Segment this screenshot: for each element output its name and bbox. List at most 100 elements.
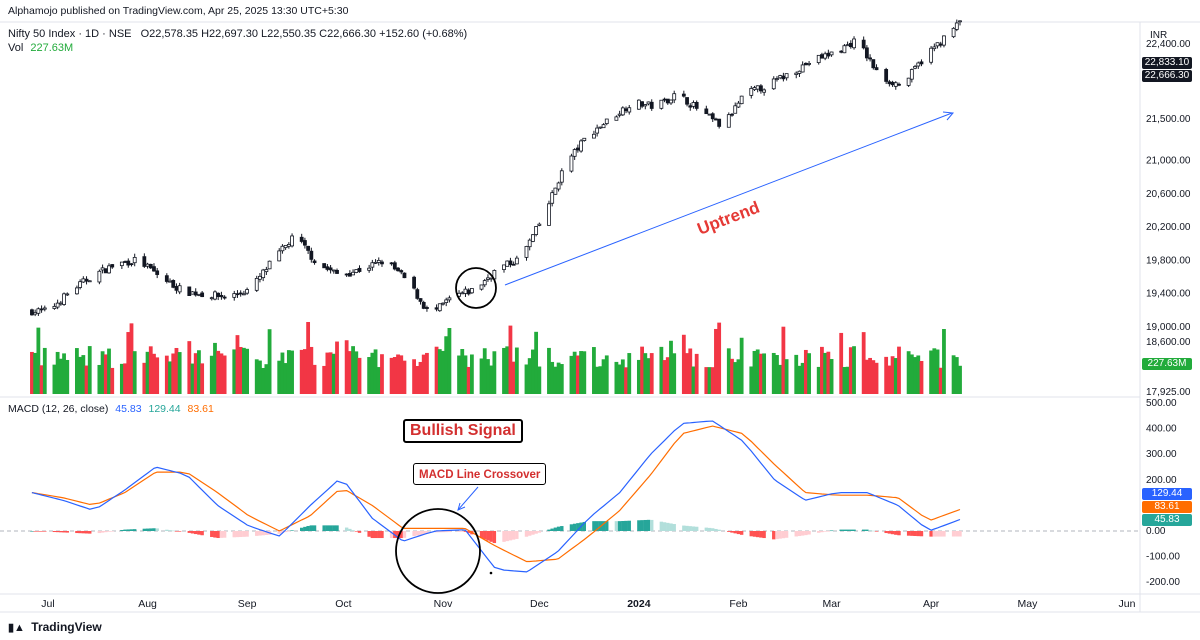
time-tick-4: Nov [434,598,453,610]
volume-bar [579,351,583,394]
volume-bar [238,346,243,394]
volume-bar [572,351,577,394]
price-high-label: 22,833.10 [1142,57,1192,69]
volume-bar [929,350,934,394]
histogram-bar [874,531,879,532]
volume-bar [36,327,41,394]
candle-body [392,262,397,270]
candle-body [119,261,124,267]
macd-legend-label[interactable]: MACD (12, 26, close) [8,403,109,415]
volume-bar [868,357,872,394]
macd-legend-hist: 83.61 [187,403,214,415]
histogram-bar [685,525,689,531]
candle-body [412,276,416,289]
histogram-bar [325,525,330,531]
volume-bar [781,326,786,394]
volume-bar [344,340,349,394]
candle-body [322,263,327,269]
histogram-bar [348,528,352,531]
histogram-bar [238,531,243,537]
tradingview-logo[interactable]: ▮▲ TradingView [8,620,102,634]
candle-body [672,93,677,101]
volume-bar [726,348,731,394]
volume-bar [598,366,603,394]
volume-bar [755,349,760,394]
histogram-bar [123,529,127,531]
price-axis: 22,400.0022,000.0021,500.0021,000.0020,6… [1146,39,1191,398]
volume-bar [672,353,677,394]
histogram-bar [422,531,426,535]
time-tick-0: Jul [41,598,54,610]
histogram-bar [367,531,371,537]
volume-bar [547,347,551,394]
candle-body [190,291,195,295]
candle-body [312,260,317,264]
volume-bar [152,353,156,394]
volume-bar [286,350,291,394]
volume-bar [559,364,564,394]
candle-body [617,113,622,116]
volume-bar [235,335,240,394]
candle-body [874,67,879,71]
bullish-signal-box: Bullish Signal [403,419,523,443]
candle-body [604,118,609,124]
histogram-bar [550,528,554,531]
candle-body [65,293,70,296]
volume-bar [164,355,169,394]
symbol-line[interactable]: Nifty 50 Index · 1D · NSE [8,28,132,40]
candle-body [132,256,137,264]
candle-body [726,114,731,128]
currency-label[interactable]: INR [1150,30,1168,41]
volume-bar [87,346,92,394]
candle-body [887,81,892,85]
histogram-bar [232,531,236,538]
volume-bar [245,348,250,394]
candle-body [848,42,853,48]
histogram-bar [582,521,586,531]
volume-bar [110,367,115,394]
ohlc-values: O22,578.35 H22,697.30 L22,550.35 C22,666… [140,28,468,40]
histogram-bar [576,523,580,531]
uptrend-label: Uptrend [695,198,763,239]
candle-body [556,182,561,190]
histogram-bar [322,525,326,531]
volume-bar [123,363,127,394]
candle-body [402,272,407,279]
histogram-bar [283,531,288,533]
histogram-bar [466,531,471,534]
histogram-bar [762,531,766,539]
histogram-bar [560,526,564,531]
volume-bar [267,329,272,394]
price-close-label: 22,666.30 [1142,70,1192,82]
histogram-bar [107,531,111,532]
volume-bar [174,347,179,394]
histogram-bar [894,531,898,535]
candle-body [582,137,587,141]
candle-body [595,127,600,134]
volume-bar [425,352,429,394]
histogram-bar [133,529,137,531]
candle-body [916,62,921,67]
time-axis: Jul Aug Sep Oct Nov Dec 2024 Feb Mar Apr May Jun [41,598,1135,610]
volume-bar [119,363,124,394]
volume-bar [402,360,407,394]
histogram-bar [784,531,789,538]
histogram-bar [707,527,712,531]
candle-body [938,43,943,46]
histogram-bar [145,528,150,531]
histogram-bar [190,531,195,534]
histogram-bar [794,531,798,537]
histogram-bar [399,531,403,539]
histogram-bar [913,531,917,536]
candle-body [514,257,519,265]
volume-bar [75,348,79,394]
histogram-bar [30,531,34,532]
histogram-bar [213,531,217,538]
volume-bar [30,351,34,394]
candle-body [97,270,102,283]
histogram-bar [733,531,737,534]
candle-body [399,270,404,273]
volume-bar [447,328,452,394]
candle-body [33,312,38,315]
